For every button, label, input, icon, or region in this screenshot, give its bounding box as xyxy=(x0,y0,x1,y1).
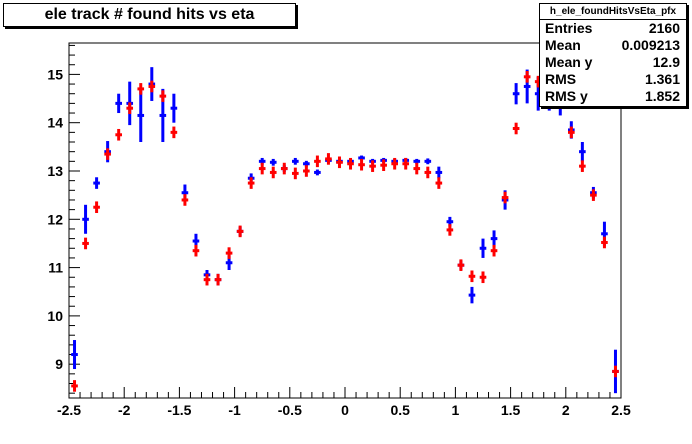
y-tick-label: 12 xyxy=(47,211,63,227)
stats-row-rms: RMS 1.361 xyxy=(540,71,686,88)
stats-value: 1.852 xyxy=(644,88,680,104)
x-tick-label: 0 xyxy=(341,402,349,418)
stats-value: 0.009213 xyxy=(621,37,680,53)
chart-title-box: ele track # found hits vs eta xyxy=(3,3,296,27)
stats-row-mean-y: Mean y 12.9 xyxy=(540,54,686,71)
x-tick-label: -1.5 xyxy=(167,402,191,418)
chart-title: ele track # found hits vs eta xyxy=(44,6,255,23)
stats-label: RMS xyxy=(545,71,577,87)
stats-value: 2160 xyxy=(648,20,680,36)
x-tick-label: 1 xyxy=(452,402,460,418)
y-tick-label: 14 xyxy=(47,115,63,131)
x-tick-label: 1.5 xyxy=(501,402,521,418)
stats-label: Mean xyxy=(545,37,581,53)
x-tick-label: -2.5 xyxy=(57,402,81,418)
y-tick-label: 9 xyxy=(55,356,63,372)
y-tick-label: 15 xyxy=(47,66,63,82)
y-tick-label: 13 xyxy=(47,163,63,179)
stats-label: Mean y xyxy=(545,54,593,70)
stats-row-entries: Entries 2160 xyxy=(540,20,686,37)
stats-box: h_ele_foundHitsVsEta_pfx Entries 2160 Me… xyxy=(539,3,687,107)
x-tick-label: -1 xyxy=(228,402,241,418)
x-tick-label: -0.5 xyxy=(278,402,302,418)
stats-row-mean: Mean 0.009213 xyxy=(540,37,686,54)
y-tick-label: 11 xyxy=(48,260,63,276)
stats-value: 12.9 xyxy=(652,54,680,70)
stats-row-rms-y: RMS y 1.852 xyxy=(540,88,686,105)
stats-histogram-name: h_ele_foundHitsVsEta_pfx xyxy=(540,4,686,20)
stats-value: 1.361 xyxy=(644,71,680,87)
plot-frame xyxy=(68,42,622,399)
y-tick-label: 10 xyxy=(47,308,63,324)
x-tick-label: 2.5 xyxy=(611,402,631,418)
stats-label: Entries xyxy=(545,20,593,36)
stats-label: RMS y xyxy=(545,88,588,104)
x-tick-label: 2 xyxy=(562,402,570,418)
x-tick-label: -2 xyxy=(118,402,131,418)
x-tick-label: 0.5 xyxy=(390,402,410,418)
